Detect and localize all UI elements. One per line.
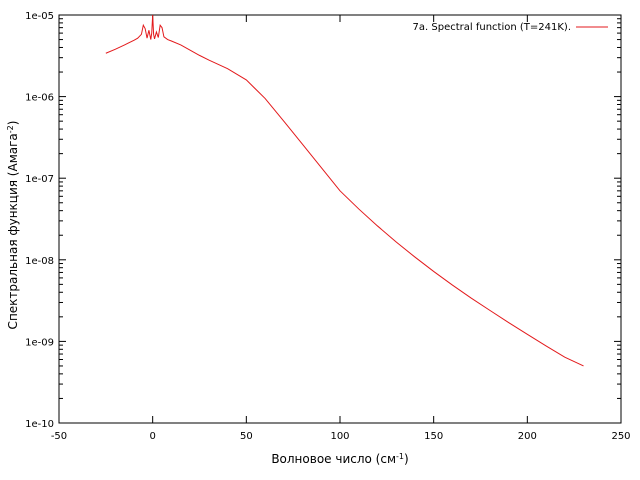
x-tick-label: -50: [51, 431, 67, 442]
y-tick-label: 1e-07: [25, 174, 54, 185]
legend-label: 7a. Spectral function (T=241K).: [413, 22, 571, 33]
y-tick-label: 1e-10: [25, 419, 54, 430]
plot-frame: [58, 14, 622, 424]
x-axis-ticks: -50 0 50 100 150 200 250: [51, 15, 631, 442]
x-tick-label: 0: [149, 431, 155, 442]
legend: 7a. Spectral function (T=241K).: [413, 22, 608, 33]
y-tick-label: 1e-08: [25, 256, 54, 267]
x-tick-label: 150: [424, 431, 443, 442]
y-axis-ticks: 1e-10 1e-09 1e-08 1e-07 1e-06 1e-05: [25, 11, 621, 430]
x-tick-label: 200: [518, 431, 537, 442]
x-tick-label: 100: [330, 431, 349, 442]
x-tick-label: 50: [240, 431, 253, 442]
y-axis-label: Спектральная функция (Амага-2): [6, 121, 21, 330]
y-tick-label: 1e-06: [25, 93, 54, 104]
series-line-spectral-function: [105, 14, 584, 367]
x-axis-label: Волновое число (см-1): [271, 452, 408, 467]
y-tick-label: 1e-05: [25, 11, 54, 22]
x-tick-label: 250: [611, 431, 630, 442]
y-tick-label: 1e-09: [25, 337, 54, 348]
